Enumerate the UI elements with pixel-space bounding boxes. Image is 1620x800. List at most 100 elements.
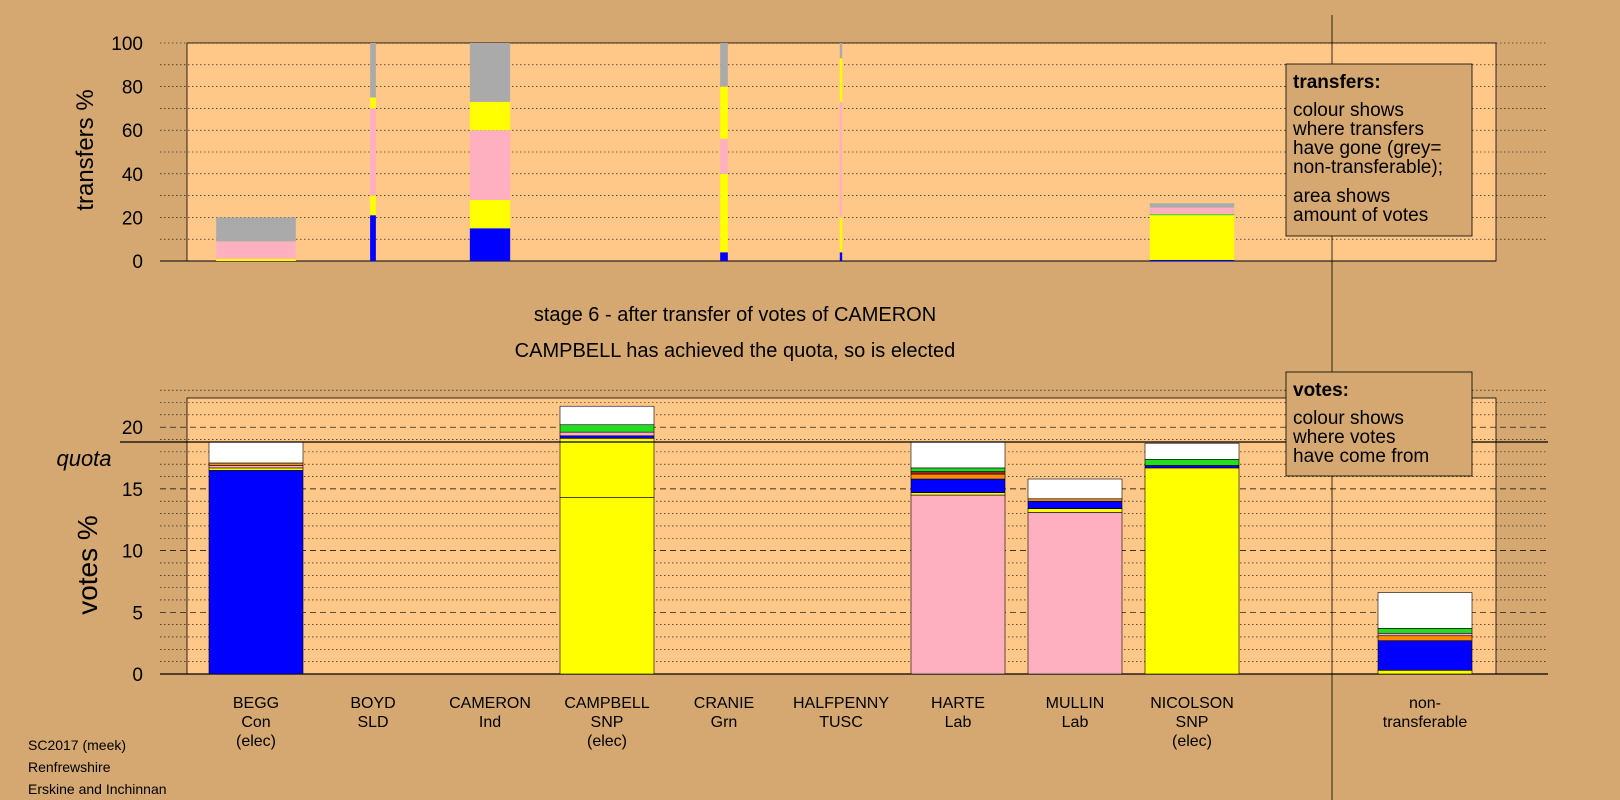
- x-tick-label: Lab: [945, 714, 972, 731]
- transfer-segment: [1149, 259, 1235, 261]
- vote-segment: [1377, 635, 1473, 641]
- x-tick-label: NICOLSON: [1150, 695, 1234, 712]
- vote-segment: [559, 437, 655, 498]
- y-tick-label: 0: [132, 252, 143, 273]
- transfer-segment: [839, 252, 843, 261]
- transfer-segment: [839, 58, 843, 102]
- vote-segment: [1144, 442, 1240, 460]
- vote-segment: [1027, 500, 1123, 509]
- vote-segment: [1377, 592, 1473, 629]
- votes-bars: [208, 405, 1473, 675]
- x-tick-label: CAMERON: [449, 695, 531, 712]
- vote-segment: [1027, 508, 1123, 513]
- transfers-y-axis-label: transfers %: [72, 89, 99, 210]
- vote-segment: [1377, 632, 1473, 637]
- vote-segment: [208, 465, 304, 469]
- transfer-segment: [1149, 214, 1235, 216]
- y-tick-label: 20: [122, 208, 143, 229]
- x-tick-label: HARTE: [931, 695, 985, 712]
- y-tick-label: 0: [132, 665, 143, 686]
- transfer-segment: [469, 199, 511, 229]
- transfers-legend: transfers: colour shows where transfers …: [1285, 63, 1473, 237]
- transfer-segment: [370, 108, 376, 196]
- x-tick-label: TUSC: [819, 714, 863, 731]
- y-tick-label: 100: [111, 34, 143, 55]
- vote-segment: [559, 405, 655, 426]
- transfers-legend-box: [1285, 63, 1473, 237]
- x-tick-label: Lab: [1062, 714, 1089, 731]
- votes-plot-area: [186, 397, 1497, 675]
- transfers-legend-title: transfers:: [1293, 72, 1381, 93]
- x-tick-label: Grn: [711, 714, 738, 731]
- y-tick-label: 80: [122, 78, 143, 99]
- votes-legend: votes: colour shows where votes have com…: [1285, 371, 1473, 477]
- vote-segment: [559, 424, 655, 433]
- vote-segment: [208, 467, 304, 471]
- y-tick-label: 60: [122, 121, 143, 142]
- stage-subtitle: CAMPBELL has achieved the quota, so is e…: [515, 340, 956, 362]
- transfer-segment: [720, 138, 728, 174]
- x-tick-label: Ind: [479, 714, 501, 731]
- y-tick-label: 40: [122, 165, 143, 186]
- vote-segment: [1377, 669, 1473, 675]
- vote-segment: [1377, 628, 1473, 634]
- transfer-segment: [720, 43, 728, 87]
- transfer-segment: [469, 43, 511, 102]
- transfer-segment: [720, 252, 728, 261]
- x-tick-label: SLD: [357, 714, 388, 731]
- vote-segment: [559, 497, 655, 675]
- transfer-segment: [720, 173, 728, 253]
- transfer-segment: [469, 101, 511, 131]
- x-tick-label: HALFPENNY: [793, 695, 889, 712]
- vote-segment: [559, 431, 655, 437]
- vote-segment: [910, 467, 1006, 472]
- votes-y-ticks: 0 5 10 15 20: [122, 418, 143, 686]
- vote-segment: [1027, 512, 1123, 675]
- transfer-segment: [469, 228, 511, 261]
- transfers-legend-line: where transfers: [1292, 119, 1424, 140]
- vote-segment: [208, 470, 304, 675]
- y-tick-label: 15: [122, 480, 143, 501]
- vote-segment: [910, 471, 1006, 475]
- transfers-legend-line: amount of votes: [1293, 205, 1428, 226]
- x-tick-label: non-: [1409, 695, 1441, 712]
- x-tick-label: BEGG: [233, 695, 279, 712]
- transfers-bars: [216, 43, 1235, 261]
- votes-y-axis-label: votes %: [72, 515, 103, 615]
- vote-segment: [208, 462, 304, 466]
- transfers-legend-line: non-transferable);: [1293, 157, 1443, 178]
- transfer-segment: [839, 43, 843, 59]
- transfer-segment: [469, 130, 511, 200]
- footer-line: Renfrewshire: [28, 759, 111, 775]
- vote-segment: [1144, 467, 1240, 675]
- transfer-segment: [839, 101, 843, 218]
- transfer-segment: [370, 195, 376, 216]
- vote-segment: [559, 435, 655, 439]
- vote-segment: [1144, 458, 1240, 466]
- x-tick-label: (elec): [587, 733, 627, 750]
- x-tick-label: Con: [241, 714, 270, 731]
- vote-segment: [208, 441, 304, 464]
- x-tick-label: SNP: [591, 714, 624, 731]
- votes-panel: 0 5 10 15 20 BEGG Con (elec) BOYD SLD CAMERON Ind C…: [56, 389, 1548, 750]
- votes-legend-title: votes:: [1293, 380, 1349, 401]
- votes-legend-box: [1285, 371, 1473, 477]
- x-tick-label: SNP: [1176, 714, 1209, 731]
- vote-segment: [910, 478, 1006, 493]
- transfer-segment: [216, 217, 296, 242]
- vote-segment: [1144, 465, 1240, 469]
- transfers-legend-line: colour shows: [1293, 100, 1404, 121]
- x-tick-label: CRANIE: [694, 695, 754, 712]
- x-tick-label: CAMPBELL: [564, 695, 649, 712]
- vote-segment: [1377, 640, 1473, 671]
- vote-segment: [910, 494, 1006, 675]
- footer-line: Erskine and Inchinnan: [28, 781, 167, 797]
- transfer-segment: [216, 258, 296, 261]
- x-tick-label: BOYD: [350, 695, 395, 712]
- vote-segment: [910, 441, 1006, 469]
- votes-x-labels: BEGG Con (elec) BOYD SLD CAMERON Ind CAMPBELL SN…: [233, 695, 1467, 750]
- x-tick-label: (elec): [1172, 733, 1212, 750]
- votes-legend-line: where votes: [1292, 427, 1395, 448]
- transfer-segment: [370, 43, 376, 98]
